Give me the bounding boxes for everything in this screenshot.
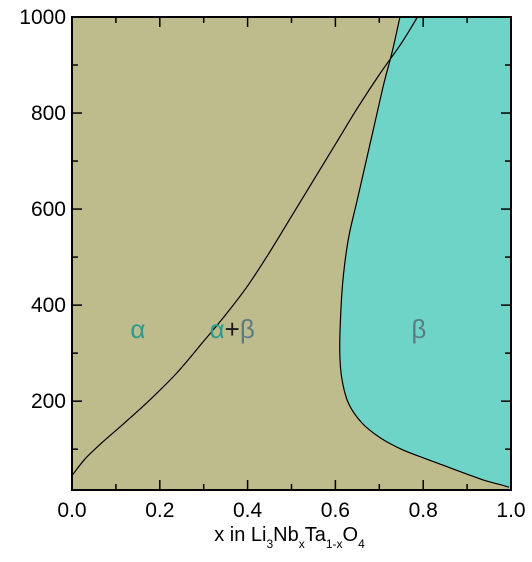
beta-solvus-line (339, 16, 510, 488)
x-tick-label: 0.8 (409, 499, 438, 522)
x-axis-label-text: x in Li (214, 524, 266, 546)
x-axis-label: x in Li3NbxTa1-xO4 (214, 524, 365, 551)
x-tick-labels: 0.0 0.2 0.4 0.6 0.8 1.0 (57, 499, 525, 522)
beta-region (339, 17, 511, 490)
alpha-beta-phase-label: α+β (210, 314, 255, 344)
x-axis-label-subscript: 4 (358, 537, 365, 551)
y-tick-label: 400 (31, 294, 66, 317)
alpha-beta-label-beta: β (240, 314, 255, 344)
x-axis-label-subscript: 3 (266, 537, 273, 551)
beta-phase-label: β (411, 314, 426, 344)
alpha-phase-label: α (130, 314, 145, 344)
x-tick-label: 0.2 (145, 499, 174, 522)
x-axis-label-text: Nb (273, 524, 299, 546)
x-tick-label: 0.6 (321, 499, 350, 522)
y-tick-label: 800 (31, 102, 66, 125)
y-tick-label: 1000 (19, 6, 66, 29)
y-tick-label: 600 (31, 198, 66, 221)
x-tick-label: 1.0 (496, 499, 525, 522)
alpha-solvus-line (71, 16, 419, 476)
y-tick-label: 200 (31, 390, 66, 413)
x-axis-label-text: O (343, 524, 359, 546)
x-axis-label-subscript: x (299, 537, 305, 551)
x-axis-label-text: Ta (305, 524, 327, 546)
alpha-beta-label-plus: + (225, 314, 240, 344)
plot-frame (71, 16, 512, 491)
y-tick-labels: 200 400 600 800 1000 (19, 6, 66, 413)
x-tick-label: 0.4 (233, 499, 263, 522)
alpha-beta-label-alpha: α (210, 314, 225, 344)
x-axis-label-subscript: 1-x (326, 537, 343, 551)
x-tick-label: 0.0 (57, 499, 86, 522)
